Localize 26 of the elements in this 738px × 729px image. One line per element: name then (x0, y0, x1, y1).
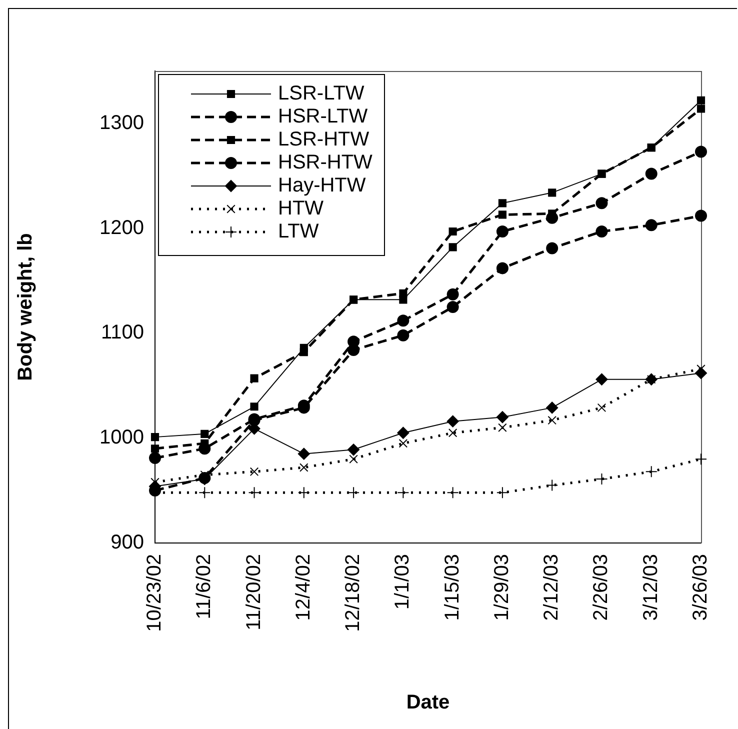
x-tick-label: 12/4/02 (292, 554, 314, 621)
legend-label: LSR-HTW (278, 128, 370, 151)
y-tick-label: 900 (110, 532, 144, 554)
y-tick-label: 1000 (100, 426, 144, 449)
y-tick-label: 1200 (100, 216, 144, 239)
x-tick-label: 2/12/03 (540, 554, 563, 621)
legend-label: HSR-LTW (278, 106, 368, 128)
x-tick-label: 1/29/03 (490, 554, 513, 621)
legend-label: LSR-LTW (278, 82, 364, 105)
x-tick-label: 10/23/02 (144, 554, 166, 632)
y-axis-title: Body weight, lb (14, 233, 37, 381)
legend-label: HSR-HTW (278, 152, 373, 174)
x-tick-label: 12/18/02 (342, 554, 364, 632)
legend-label: LTW (278, 220, 319, 243)
legend-label: HTW (278, 198, 324, 220)
y-tick-label: 1100 (100, 322, 144, 344)
x-tick-label: 2/26/03 (590, 554, 612, 621)
x-tick-label: 11/6/02 (193, 554, 216, 620)
x-axis-title: Date (406, 692, 450, 714)
y-tick-label: 1300 (100, 112, 144, 134)
x-tick-label: 3/26/03 (690, 554, 712, 621)
x-tick-label: 3/12/03 (640, 554, 662, 621)
x-tick-label: 11/20/02 (242, 554, 265, 630)
legend-label: Hay-HTW (278, 174, 366, 197)
x-tick-label: 1/1/03 (392, 554, 414, 610)
x-tick-label: 1/15/03 (441, 554, 464, 621)
